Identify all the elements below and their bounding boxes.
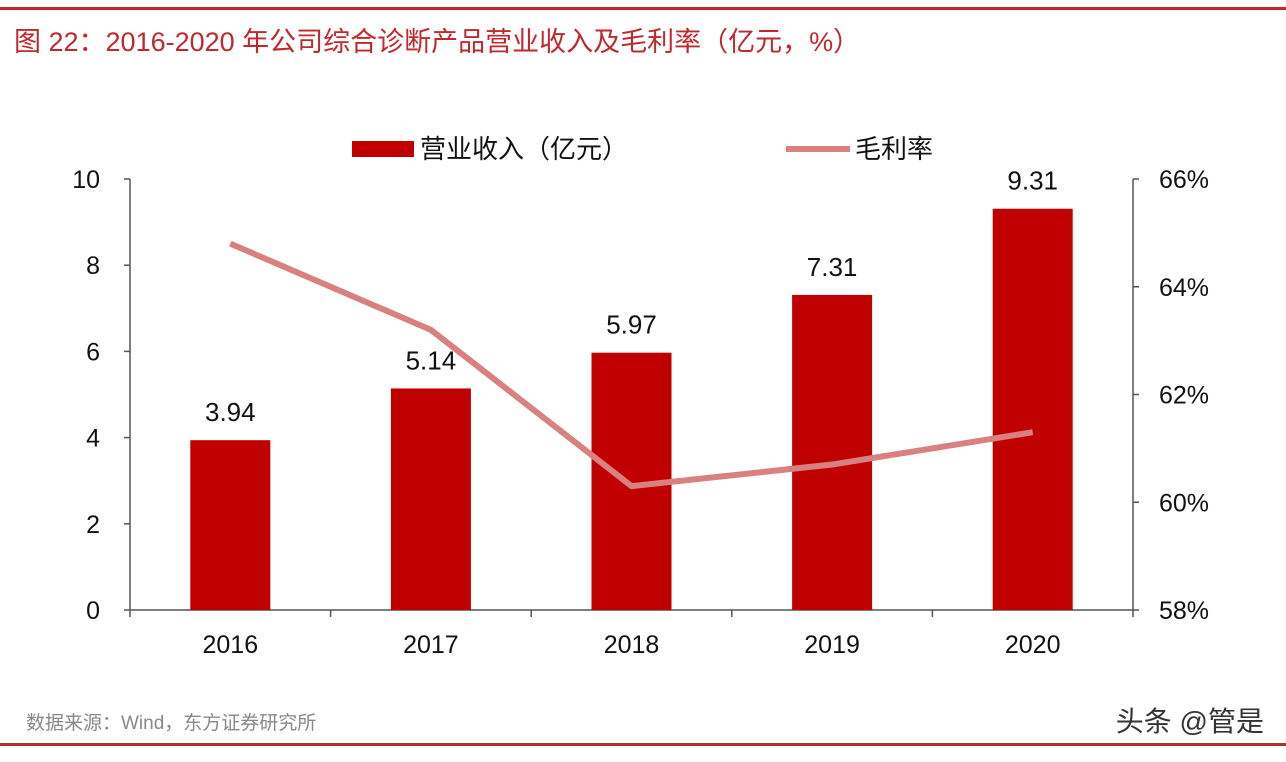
left-tick-label: 8 bbox=[86, 252, 100, 280]
top-divider bbox=[0, 7, 1286, 10]
x-tick-label: 2018 bbox=[604, 631, 660, 659]
bar-data-label: 7.31 bbox=[807, 252, 858, 282]
left-tick-label: 10 bbox=[72, 166, 100, 194]
bar-data-label: 5.97 bbox=[606, 310, 657, 340]
bar-2019 bbox=[792, 294, 873, 610]
left-tick-label: 0 bbox=[86, 597, 100, 625]
source-note: 数据来源：Wind，东方证券研究所 bbox=[26, 713, 317, 734]
right-tick-label: 58% bbox=[1159, 597, 1209, 625]
chart-title: 图 22：2016-2020 年公司综合诊断产品营业收入及毛利率（亿元，%） bbox=[14, 27, 861, 57]
bar-2017 bbox=[390, 388, 471, 610]
right-tick-label: 62% bbox=[1159, 382, 1209, 410]
right-tick-label: 66% bbox=[1159, 166, 1209, 194]
bottom-divider bbox=[0, 743, 1286, 746]
x-tick-label: 2019 bbox=[804, 631, 860, 659]
bar-data-label: 5.14 bbox=[406, 345, 457, 375]
left-tick-label: 4 bbox=[86, 425, 100, 453]
right-tick-label: 64% bbox=[1159, 274, 1209, 302]
x-tick-label: 2017 bbox=[403, 631, 459, 659]
left-tick-label: 6 bbox=[86, 338, 100, 366]
legend-line-label: 毛利率 bbox=[855, 134, 933, 164]
x-tick-label: 2020 bbox=[1005, 631, 1061, 659]
legend-bar-label: 营业收入（亿元） bbox=[420, 134, 628, 164]
bar-data-label: 9.31 bbox=[1007, 166, 1058, 196]
chart-canvas: 0 2 4 6 8 10 58% 60% 62% 64% 66% 2016 2017 2018 2019 20… bbox=[72, 134, 1209, 659]
watermark: 头条 @管是 bbox=[1115, 706, 1264, 737]
legend-bar-swatch bbox=[352, 141, 414, 157]
bar-2020 bbox=[992, 208, 1073, 610]
x-tick-label: 2016 bbox=[202, 631, 258, 659]
left-tick-label: 2 bbox=[86, 511, 100, 539]
right-tick-label: 60% bbox=[1159, 489, 1209, 517]
bar-2016 bbox=[190, 440, 271, 610]
bar-data-label: 3.94 bbox=[205, 397, 256, 427]
